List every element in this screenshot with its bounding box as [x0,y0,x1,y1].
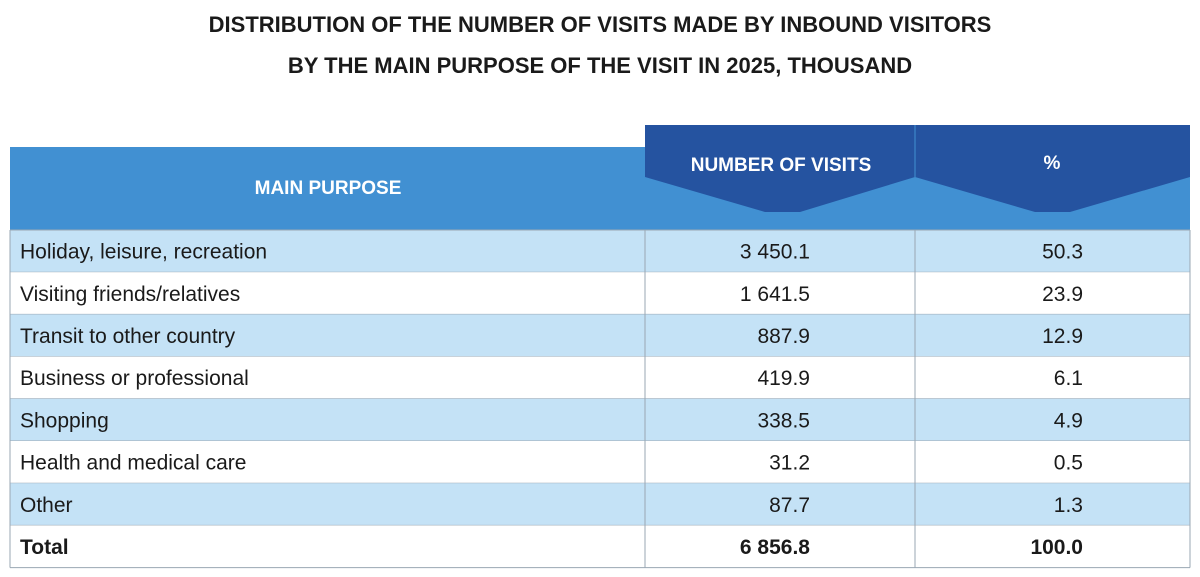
visits-cell: 31.2 [769,452,810,475]
purpose-cell: Other [20,494,73,517]
purpose-cell: Health and medical care [20,452,246,475]
visits-cell: 1 641.5 [740,283,810,306]
visits-cell: 87.7 [769,494,810,517]
row-background [10,483,1190,526]
visits-cell: 338.5 [757,409,810,432]
row-background [10,356,1190,399]
percent-cell: 6.1 [1054,367,1083,390]
title: DISTRIBUTION OF THE NUMBER OF VISITS MAD… [209,12,992,37]
purpose-cell: Total [20,536,69,559]
header-tabs [645,125,1190,212]
row-background [10,272,1190,315]
purpose-cell: Shopping [20,409,109,432]
percent-cell: 1.3 [1054,494,1083,517]
row-background [10,314,1190,357]
percent-cell: 50.3 [1042,241,1083,264]
percent-cell: 12.9 [1042,325,1083,348]
percent-cell: 100.0 [1030,536,1083,559]
purpose-cell: Visiting friends/relatives [20,283,240,306]
percent-cell: 0.5 [1054,452,1083,475]
row-background [10,525,1190,568]
row-background [10,441,1190,484]
percent-cell: 23.9 [1042,283,1083,306]
visits-cell: 887.9 [757,325,810,348]
row-background [10,230,1190,273]
visits-cell: 3 450.1 [740,241,810,264]
column-header: MAIN PURPOSE [255,178,402,199]
column-header: NUMBER OF VISITS [691,155,872,176]
title: BY THE MAIN PURPOSE OF THE VISIT IN 2025… [288,53,912,78]
purpose-cell: Holiday, leisure, recreation [20,241,267,264]
percent-cell: 4.9 [1054,409,1083,432]
purpose-cell: Business or professional [20,367,249,390]
visits-cell: 6 856.8 [740,536,810,559]
purpose-cell: Transit to other country [20,325,236,348]
row-background [10,398,1190,441]
visits-cell: 419.9 [757,367,810,390]
column-header: % [1044,153,1061,174]
